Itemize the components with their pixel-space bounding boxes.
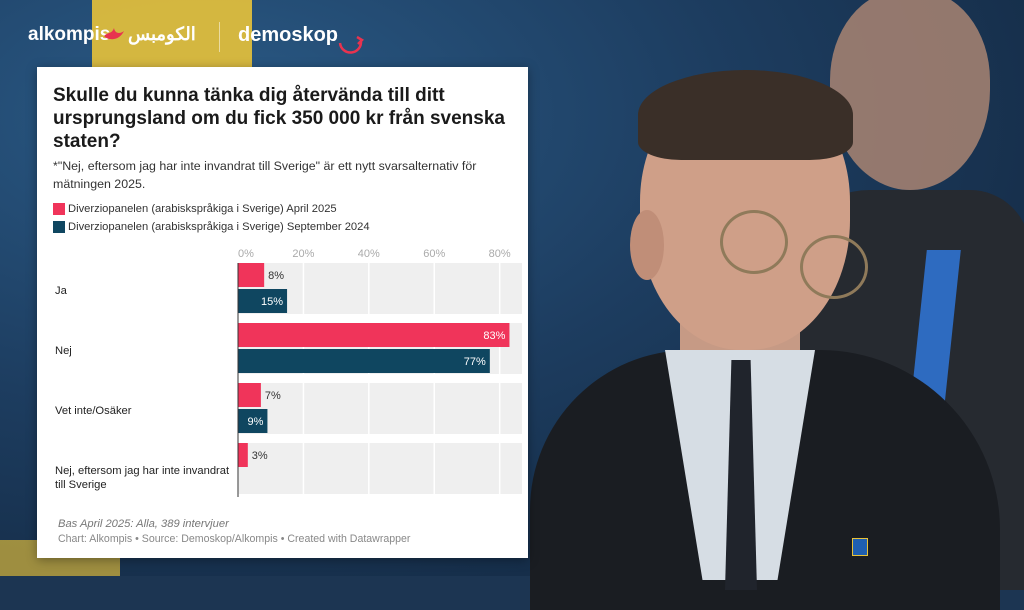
bar	[238, 383, 261, 407]
bar-value-label: 3%	[252, 450, 268, 462]
bar	[238, 323, 510, 347]
x-tick-label: 40%	[358, 248, 380, 260]
alkompis-arabic-logo: الكومبس	[128, 24, 196, 44]
logo-divider	[219, 22, 220, 52]
category-band	[238, 443, 522, 494]
bar-value-label: 83%	[483, 330, 505, 342]
legend-swatch	[53, 221, 65, 233]
x-tick-label: 80%	[489, 248, 511, 260]
arrow-arc-icon	[338, 35, 365, 54]
x-tick-label: 0%	[238, 248, 254, 260]
chart-card: Skulle du kunna tänka dig återvända till…	[37, 67, 528, 558]
bar	[238, 263, 265, 287]
flag-pin-icon	[852, 538, 868, 556]
chart-note: *"Nej, eftersom jag har inte invandrat t…	[53, 159, 477, 191]
bar-value-label: 15%	[261, 296, 283, 308]
person-photo	[500, 60, 1020, 610]
bar-value-label: 8%	[268, 270, 284, 282]
category-label: Nej, eftersom jag har inte invandrat	[55, 465, 230, 477]
glasses-icon	[720, 210, 788, 274]
legend-swatch	[53, 203, 65, 215]
bar-value-label: 77%	[464, 356, 486, 368]
demoskop-logo: demoskop	[238, 24, 339, 46]
bar-chart: 0% 20% 40% 60% 80% Ja Nej Vet inte/Osäker Nej, e…	[55, 248, 522, 497]
legend-label: Diverziopanelen (arabiskspråkiga i Sveri…	[68, 221, 370, 233]
category-label: Ja	[55, 285, 68, 297]
category-band	[238, 383, 522, 434]
dove-icon	[104, 28, 124, 40]
category-label: till Sverige	[55, 479, 107, 491]
chart-source: Chart: Alkompis • Source: Demoskop/Alkom…	[58, 533, 411, 545]
category-label: Vet inte/Osäker	[55, 405, 132, 417]
legend-item-september-2024: Diverziopanelen (arabiskspråkiga i Sveri…	[53, 221, 370, 233]
chart-base-note: Bas April 2025: Alla, 389 intervjuer	[58, 518, 229, 530]
legend-item-april-2025: Diverziopanelen (arabiskspråkiga i Sveri…	[53, 203, 337, 215]
legend-label: Diverziopanelen (arabiskspråkiga i Sveri…	[68, 203, 337, 215]
bar	[238, 289, 288, 313]
x-tick-label: 60%	[423, 248, 445, 260]
x-tick-label: 20%	[292, 248, 314, 260]
bar	[238, 443, 248, 467]
alkompis-logo: alkompis	[28, 24, 111, 45]
bar-value-label: 9%	[248, 416, 264, 428]
bar	[238, 409, 268, 433]
category-label: Nej	[55, 345, 72, 357]
bar-value-label: 7%	[265, 390, 281, 402]
bar	[238, 349, 490, 373]
chart-title: Skulle du kunna tänka dig återvända till…	[53, 85, 505, 152]
